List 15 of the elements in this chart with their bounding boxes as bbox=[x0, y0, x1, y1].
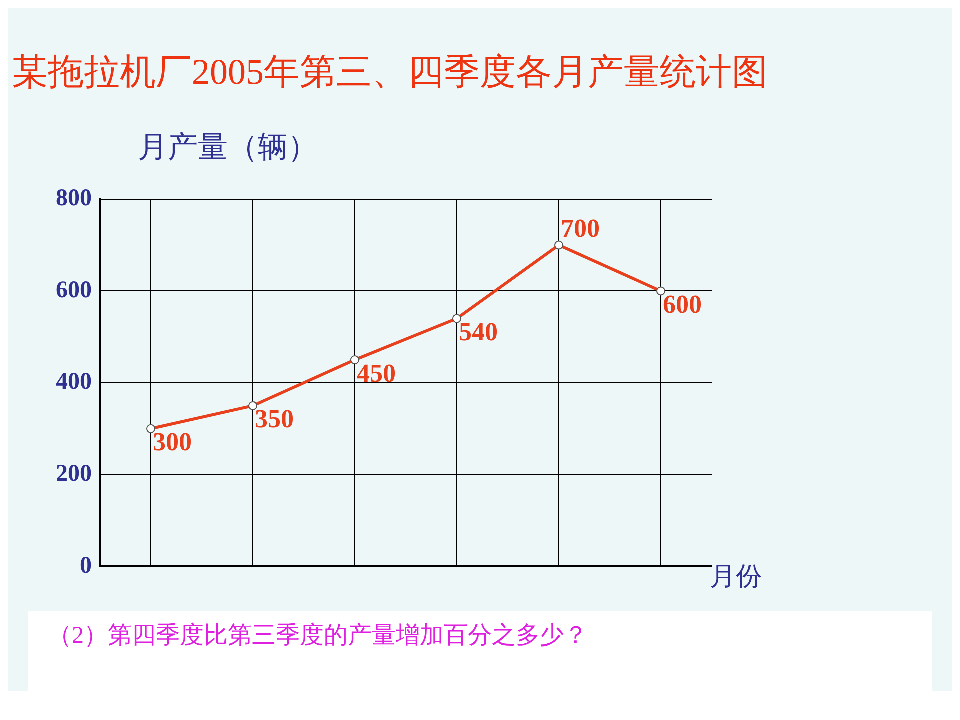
data-label: 700 bbox=[561, 214, 600, 244]
data-label: 300 bbox=[153, 428, 192, 457]
chart-title: 某拖拉机厂2005年第三、四季度各月产量统计图 bbox=[11, 51, 769, 94]
y-axis-title: 月产量（辆） bbox=[138, 130, 318, 166]
data-label: 600 bbox=[663, 290, 702, 319]
y-tick-label: 400 bbox=[56, 369, 92, 396]
text: （2）第四季度比第三季度的产量增加百分之多少？ bbox=[28, 611, 932, 691]
y-tick-label: 600 bbox=[56, 277, 92, 304]
data-label: 350 bbox=[255, 404, 294, 434]
data-label: 540 bbox=[459, 317, 498, 346]
x-axis-title: 月份 bbox=[710, 561, 762, 593]
y-tick-label: 200 bbox=[56, 461, 92, 488]
y-tick-label: 0 bbox=[80, 552, 92, 579]
data-label: 450 bbox=[357, 358, 396, 388]
y-tick-label: 800 bbox=[56, 186, 92, 212]
